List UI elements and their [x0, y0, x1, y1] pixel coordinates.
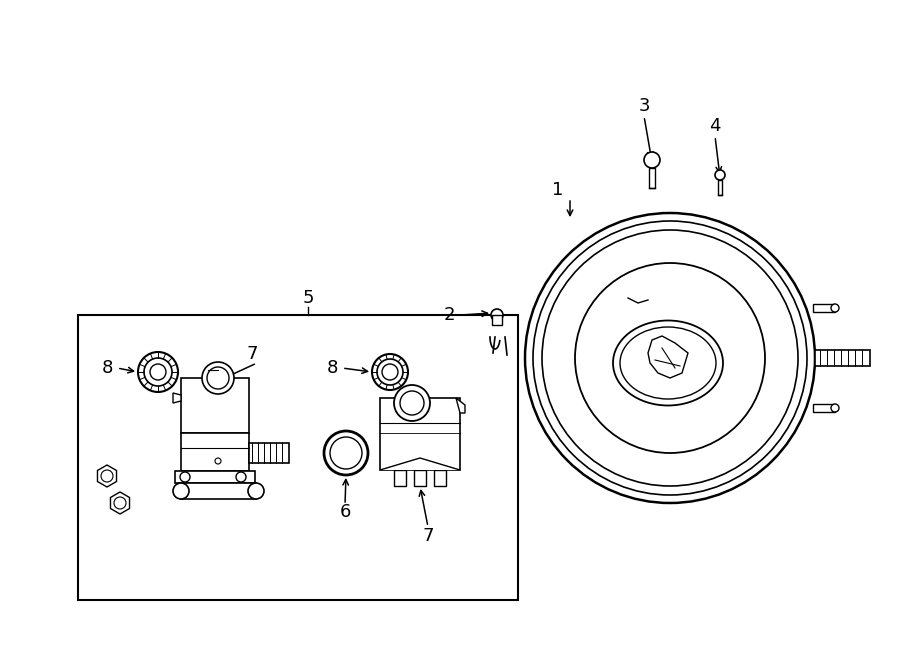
Polygon shape: [380, 458, 460, 470]
Bar: [175, 471, 255, 483]
Polygon shape: [456, 398, 465, 413]
Circle shape: [372, 354, 408, 390]
Text: 8: 8: [327, 359, 338, 377]
Circle shape: [382, 364, 398, 380]
Ellipse shape: [613, 321, 723, 405]
Bar: [813, 404, 835, 412]
Circle shape: [207, 367, 229, 389]
Polygon shape: [97, 465, 116, 487]
Text: 7: 7: [247, 345, 257, 363]
Bar: [718, 180, 722, 195]
Circle shape: [248, 483, 264, 499]
Bar: [492, 315, 502, 325]
Circle shape: [831, 304, 839, 312]
Circle shape: [101, 470, 113, 482]
Text: 5: 5: [302, 289, 314, 307]
Circle shape: [173, 483, 189, 499]
Text: 1: 1: [553, 181, 563, 199]
Circle shape: [150, 364, 166, 380]
Circle shape: [644, 152, 660, 168]
Circle shape: [138, 352, 178, 392]
Text: 7: 7: [422, 527, 434, 545]
Ellipse shape: [620, 327, 716, 399]
Bar: [815, 350, 870, 366]
Text: 6: 6: [339, 503, 351, 521]
Polygon shape: [173, 393, 181, 403]
Circle shape: [330, 437, 362, 469]
Bar: [181, 483, 256, 499]
Circle shape: [525, 213, 815, 503]
Polygon shape: [111, 492, 130, 514]
Bar: [249, 443, 289, 463]
Bar: [380, 398, 460, 470]
Circle shape: [114, 497, 126, 509]
Bar: [649, 168, 655, 188]
Text: 3: 3: [638, 97, 650, 115]
Bar: [394, 470, 406, 486]
Circle shape: [394, 385, 430, 421]
Circle shape: [491, 309, 503, 321]
Bar: [434, 470, 446, 486]
Circle shape: [324, 431, 368, 475]
Bar: [813, 304, 835, 312]
Bar: [78, 315, 518, 600]
Text: 2: 2: [443, 306, 454, 324]
Circle shape: [144, 358, 172, 386]
Circle shape: [831, 404, 839, 412]
Circle shape: [202, 362, 234, 394]
Circle shape: [575, 263, 765, 453]
Bar: [181, 378, 249, 433]
Text: 4: 4: [709, 117, 721, 135]
Circle shape: [715, 170, 725, 180]
Bar: [181, 433, 249, 471]
Text: 8: 8: [102, 359, 112, 377]
Bar: [414, 470, 426, 486]
Circle shape: [400, 391, 424, 415]
Circle shape: [377, 359, 403, 385]
